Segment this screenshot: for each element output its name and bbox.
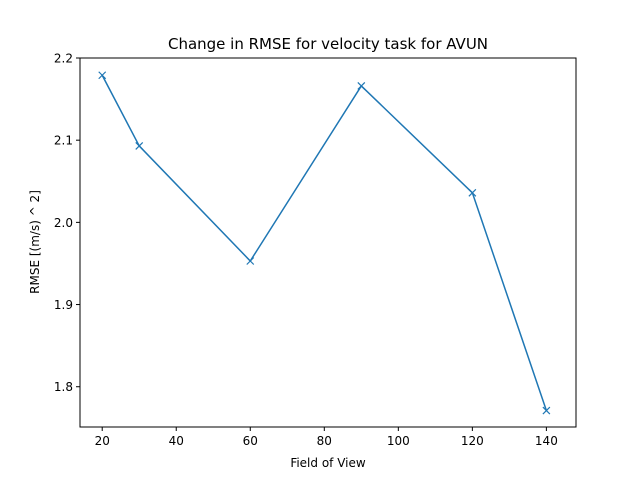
y-tick-label: 2.2 — [54, 52, 73, 66]
y-tick-label: 2.0 — [54, 216, 73, 230]
x-tick-label: 80 — [317, 434, 332, 448]
marker-stroke — [98, 71, 107, 80]
y-tick-label: 2.1 — [54, 134, 73, 148]
series-line — [101, 74, 548, 412]
data-point-marker — [468, 188, 477, 197]
marker-stroke — [468, 188, 477, 197]
marker-stroke — [542, 406, 551, 415]
plot-area — [80, 58, 576, 427]
y-tick-label: 1.8 — [54, 380, 73, 394]
data-point-marker — [135, 142, 144, 150]
x-tick-label: 120 — [461, 434, 484, 448]
series-layer — [98, 71, 551, 415]
y-axis-ticks: 1.8 1.9 2.0 2.1 2.2 — [54, 52, 80, 394]
x-tick-label: 60 — [243, 434, 258, 448]
x-axis-label: Field of View — [290, 456, 366, 470]
plot-frame — [79, 57, 577, 428]
data-point-marker — [542, 406, 551, 415]
chart-title: Change in RMSE for velocity task for AVU… — [168, 35, 488, 53]
y-axis-label: RMSE [(m/s) ^ 2] — [28, 190, 42, 294]
x-tick-label: 140 — [535, 434, 558, 448]
x-tick-label: 100 — [387, 434, 410, 448]
data-point-marker — [357, 82, 366, 90]
marker-stroke — [135, 142, 144, 150]
marker-stroke — [357, 82, 366, 90]
x-axis-ticks: 20 40 60 80 100 120 140 — [95, 427, 558, 448]
data-point-marker — [246, 257, 255, 265]
marker-stroke — [246, 257, 255, 265]
x-tick-label: 40 — [169, 434, 184, 448]
data-point-marker — [98, 71, 107, 80]
x-tick-label: 20 — [95, 434, 110, 448]
y-tick-label: 1.9 — [54, 298, 73, 312]
